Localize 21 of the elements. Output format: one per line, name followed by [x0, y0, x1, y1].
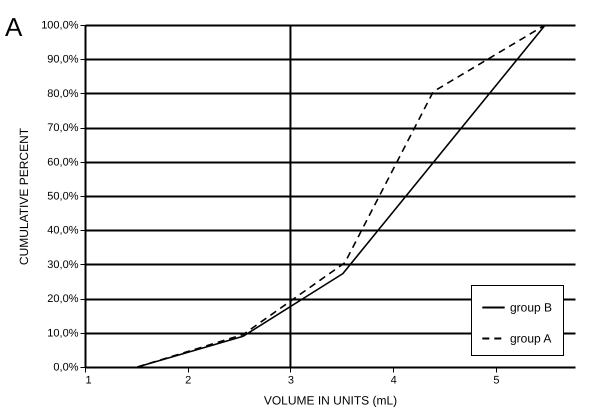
y-tick-label: 60,0%: [47, 156, 79, 168]
text: A: [5, 12, 23, 42]
y-tick-label: 80,0%: [47, 88, 79, 100]
y-tick-label: 10,0%: [47, 327, 79, 340]
x-tick-label: 1: [86, 374, 92, 386]
y-tick-label: 90,0%: [47, 54, 79, 66]
y-tick-label: 30,0%: [47, 258, 79, 271]
y-tick-label: 20,0%: [47, 293, 79, 306]
x-tick-label: 4: [390, 374, 397, 386]
y-tick-label: 100,0%: [41, 20, 79, 32]
x-tick-label: 3: [288, 374, 294, 386]
x-tick-label: 5: [493, 374, 500, 386]
legend-label: group A: [510, 332, 552, 346]
y-tick-label: 0,0%: [53, 362, 79, 374]
x-tick-label: 2: [185, 374, 192, 386]
y-tick-label: 50,0%: [47, 190, 79, 202]
y-tick-label: 70,0%: [47, 122, 79, 134]
y-axis-title: CUMULATIVE PERCENT: [17, 127, 32, 266]
y-tick-label: 40,0%: [47, 224, 79, 237]
x-axis-title: VOLUME IN UNITS (mL): [264, 394, 398, 408]
legend-label: group B: [510, 300, 552, 314]
